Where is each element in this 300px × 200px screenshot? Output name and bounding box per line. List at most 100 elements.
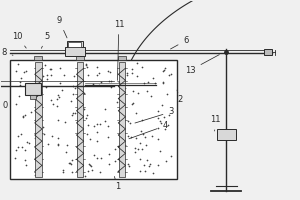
Point bbox=[162, 127, 167, 130]
Text: 4: 4 bbox=[129, 121, 168, 139]
Point bbox=[103, 120, 108, 123]
Point bbox=[151, 172, 155, 175]
Point bbox=[98, 170, 103, 174]
Point bbox=[85, 65, 89, 68]
Text: 11: 11 bbox=[114, 20, 124, 80]
Point bbox=[80, 174, 84, 178]
Point bbox=[22, 158, 27, 162]
Point bbox=[103, 107, 107, 110]
Point bbox=[24, 140, 29, 143]
Point bbox=[33, 157, 38, 160]
Point bbox=[135, 62, 140, 65]
Point bbox=[18, 133, 23, 136]
Point bbox=[79, 139, 83, 142]
Point bbox=[22, 71, 27, 74]
Point bbox=[124, 73, 129, 76]
Point bbox=[84, 63, 88, 67]
Point bbox=[124, 71, 129, 74]
Point bbox=[95, 140, 100, 143]
Point bbox=[55, 97, 59, 101]
Point bbox=[130, 71, 135, 74]
Text: 10: 10 bbox=[12, 32, 26, 48]
Point bbox=[85, 170, 90, 173]
Point bbox=[142, 82, 146, 85]
Point bbox=[82, 92, 87, 95]
Point bbox=[39, 91, 44, 94]
Text: 1: 1 bbox=[114, 176, 120, 191]
Point bbox=[152, 82, 157, 85]
Point bbox=[68, 162, 73, 165]
Point bbox=[40, 74, 45, 77]
Bar bbox=[263, 49, 272, 55]
Point bbox=[35, 118, 40, 121]
Point bbox=[61, 169, 66, 172]
Point bbox=[56, 137, 61, 140]
Point bbox=[108, 80, 113, 83]
Point bbox=[49, 74, 53, 77]
Point bbox=[157, 149, 162, 153]
Point bbox=[72, 74, 77, 77]
Point bbox=[87, 164, 92, 167]
Point bbox=[16, 134, 20, 138]
Point bbox=[127, 121, 132, 124]
Point bbox=[158, 122, 163, 125]
Point bbox=[122, 144, 127, 147]
Point bbox=[79, 138, 84, 141]
Point bbox=[60, 88, 64, 92]
Point bbox=[19, 76, 23, 80]
Point bbox=[117, 83, 122, 87]
Point bbox=[64, 144, 69, 147]
Point bbox=[166, 123, 171, 126]
Point bbox=[56, 118, 61, 121]
Point bbox=[19, 146, 24, 149]
Point bbox=[106, 163, 111, 166]
Point bbox=[97, 123, 102, 126]
Point bbox=[77, 76, 82, 79]
Point bbox=[99, 80, 103, 83]
Point bbox=[108, 85, 113, 88]
Point bbox=[29, 110, 34, 114]
Point bbox=[120, 66, 125, 69]
Point bbox=[132, 147, 137, 150]
Point bbox=[27, 141, 32, 144]
Bar bbox=[118, 62, 125, 177]
Point bbox=[163, 160, 168, 163]
Point bbox=[23, 163, 28, 166]
Point bbox=[132, 151, 137, 154]
Point bbox=[106, 135, 111, 138]
Point bbox=[23, 148, 28, 151]
Point bbox=[83, 63, 88, 66]
Point bbox=[62, 120, 67, 123]
Point bbox=[34, 117, 38, 121]
Point bbox=[95, 156, 100, 159]
Point bbox=[162, 68, 167, 71]
Text: 11: 11 bbox=[211, 115, 221, 131]
Point bbox=[46, 142, 51, 145]
Point bbox=[135, 74, 140, 77]
Point bbox=[81, 107, 86, 111]
Bar bbox=[35, 62, 42, 177]
Point bbox=[14, 148, 18, 151]
Point bbox=[36, 130, 40, 133]
Text: 6: 6 bbox=[170, 36, 189, 49]
Point bbox=[134, 136, 139, 139]
Bar bbox=[30, 95, 36, 99]
Point bbox=[139, 147, 144, 151]
Point bbox=[151, 76, 155, 79]
Point bbox=[118, 144, 123, 147]
Point bbox=[86, 123, 91, 126]
Point bbox=[12, 157, 17, 160]
Point bbox=[166, 113, 171, 116]
Point bbox=[18, 83, 22, 87]
Point bbox=[149, 94, 154, 97]
Point bbox=[96, 71, 101, 75]
Point bbox=[107, 79, 112, 82]
Point bbox=[112, 147, 117, 150]
Point bbox=[105, 124, 110, 127]
Point bbox=[138, 141, 143, 144]
Point bbox=[129, 102, 134, 105]
Point bbox=[32, 174, 37, 177]
Point bbox=[43, 64, 47, 67]
Point bbox=[116, 144, 121, 147]
Point bbox=[125, 120, 130, 123]
